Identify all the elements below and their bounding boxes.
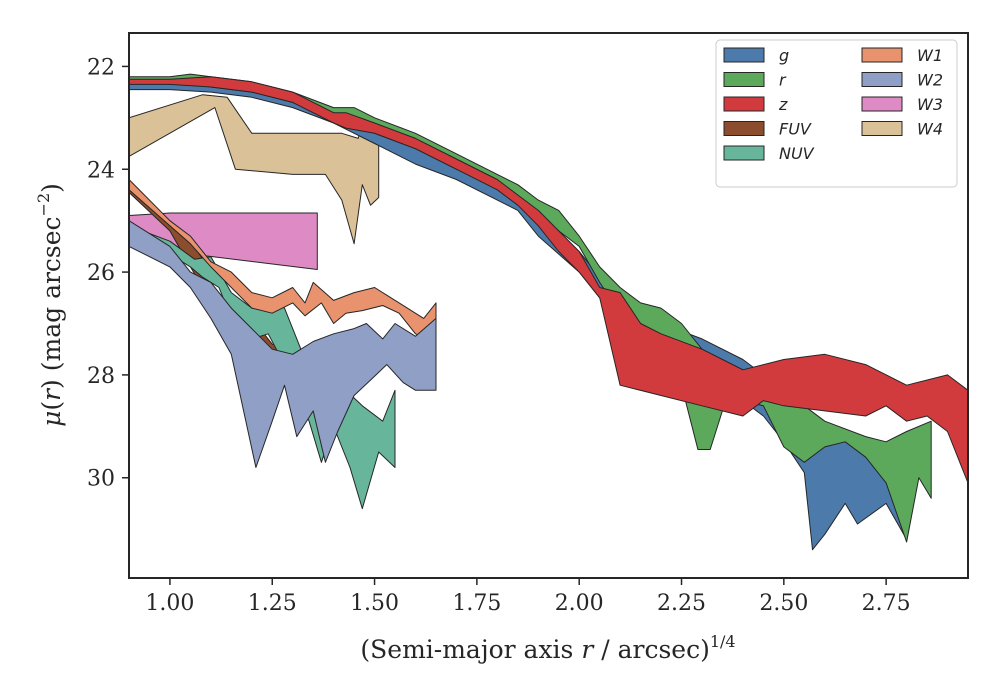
- legend-swatch-r: [723, 72, 765, 87]
- legend-label-w2: W2: [917, 71, 943, 90]
- x-tick-label: 2.75: [862, 591, 911, 616]
- band-w2: [129, 220, 437, 468]
- legend-swatch-w2: [861, 72, 903, 87]
- x-tick-label: 1.00: [145, 591, 194, 616]
- y-axis-label: μ(r) (mag arcsec−2): [34, 183, 66, 427]
- plot-bands: [129, 73, 968, 551]
- y-tick-label: 22: [87, 55, 115, 80]
- y-tick-label: 28: [87, 364, 115, 389]
- x-tick-label: 2.50: [759, 591, 808, 616]
- legend-label-w1: W1: [917, 46, 943, 65]
- legend-label-nuv: NUV: [779, 144, 815, 163]
- legend-label-g: g: [779, 46, 789, 65]
- band-z: [129, 76, 968, 484]
- x-tick-label: 2.00: [555, 591, 604, 616]
- legend-swatch-w1: [861, 47, 903, 63]
- y-tick-label: 24: [87, 158, 115, 183]
- x-tick-label: 1.75: [452, 591, 501, 616]
- legend-swatch-z: [723, 96, 765, 112]
- legend-label-w4: W4: [917, 120, 943, 139]
- legend-swatch-w4: [861, 121, 903, 136]
- y-tick-label: 30: [87, 467, 115, 492]
- x-tick-label: 2.25: [657, 591, 706, 616]
- legend-swatch-nuv: [723, 145, 765, 161]
- y-tick-label: 26: [87, 261, 115, 286]
- legend-swatch-fuv: [723, 121, 765, 136]
- x-tick-label: 1.25: [248, 591, 297, 616]
- legend: grz FUV NUV W1 W2 W3 W4: [715, 39, 958, 188]
- legend-label-w3: W3: [917, 95, 943, 114]
- x-tick-label: 1.50: [350, 591, 399, 616]
- plot-frame: [128, 32, 969, 579]
- x-axis-ticks: 1.00 1.25 1.50 1.75 2.00 2.25 2.50 2.75: [145, 578, 911, 616]
- x-axis-label: (Semi-major axis r / arcsec)1/4: [360, 632, 735, 664]
- y-axis-ticks: 22 24 26 28 30: [87, 55, 129, 492]
- legend-label-z: z: [778, 95, 788, 114]
- legend-label-r: r: [779, 71, 787, 90]
- legend-swatch-g: [723, 47, 765, 63]
- legend-swatch-w3: [861, 96, 903, 112]
- legend-label-fuv: FUV: [779, 120, 812, 139]
- band-w4: [129, 94, 380, 245]
